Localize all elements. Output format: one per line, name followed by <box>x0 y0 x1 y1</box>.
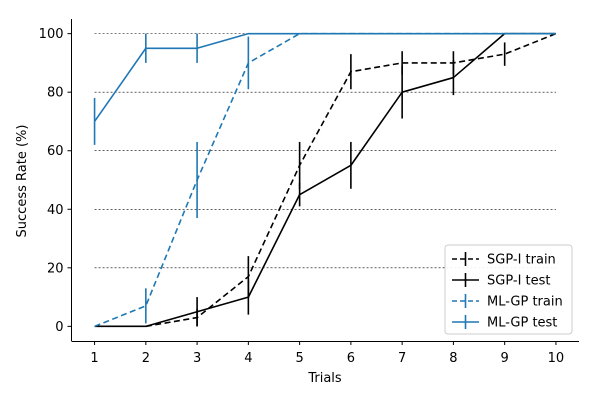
series-line-2 <box>94 32 556 328</box>
y-tick-label-20: 20 <box>47 261 64 276</box>
y-tick-label-100: 100 <box>39 27 64 42</box>
x-tick-label-8: 8 <box>449 351 457 366</box>
y-tick-label-80: 80 <box>47 86 64 101</box>
legend-label-3: ML-GP train <box>487 295 563 310</box>
legend-item-4: ML-GP test <box>452 315 557 331</box>
plot-series <box>93 32 557 328</box>
legend-item-1: SGP-I train <box>452 252 556 268</box>
x-tick-label-10: 10 <box>548 351 565 366</box>
x-tick-label-9: 9 <box>501 351 509 366</box>
y-tick-label-40: 40 <box>47 203 64 218</box>
x-tick-label-3: 3 <box>193 351 201 366</box>
legend-label-1: SGP-I train <box>487 253 556 268</box>
grid-lines <box>94 33 556 269</box>
axes <box>71 19 579 342</box>
x-tick-label-7: 7 <box>398 351 406 366</box>
legend-label-2: SGP-I test <box>487 274 551 289</box>
series-2 <box>94 32 556 328</box>
legend-box <box>444 244 573 335</box>
legend-label-4: ML-GP test <box>487 316 557 331</box>
x-axis-label: Trials <box>307 371 342 386</box>
series-line-4 <box>93 32 556 122</box>
legend-item-2: SGP-I test <box>452 273 551 289</box>
legend: SGP-I train SGP-I test ML-GP train ML-GP te… <box>444 244 573 335</box>
ticks: 0 20 40 60 80 100 1 2 3 4 5 6 7 8 9 10 <box>39 27 565 366</box>
x-tick-label-1: 1 <box>90 351 98 366</box>
x-tick-label-2: 2 <box>142 351 150 366</box>
x-tick-label-4: 4 <box>244 351 252 366</box>
x-tick-label-5: 5 <box>295 351 303 366</box>
y-axis-label: Success Rate (%) <box>15 125 30 238</box>
x-tick-label-6: 6 <box>347 351 355 366</box>
y-tick-label-60: 60 <box>47 144 64 159</box>
series-4 <box>93 32 556 145</box>
legend-item-3: ML-GP train <box>452 294 563 310</box>
y-tick-label-0: 0 <box>55 320 63 335</box>
